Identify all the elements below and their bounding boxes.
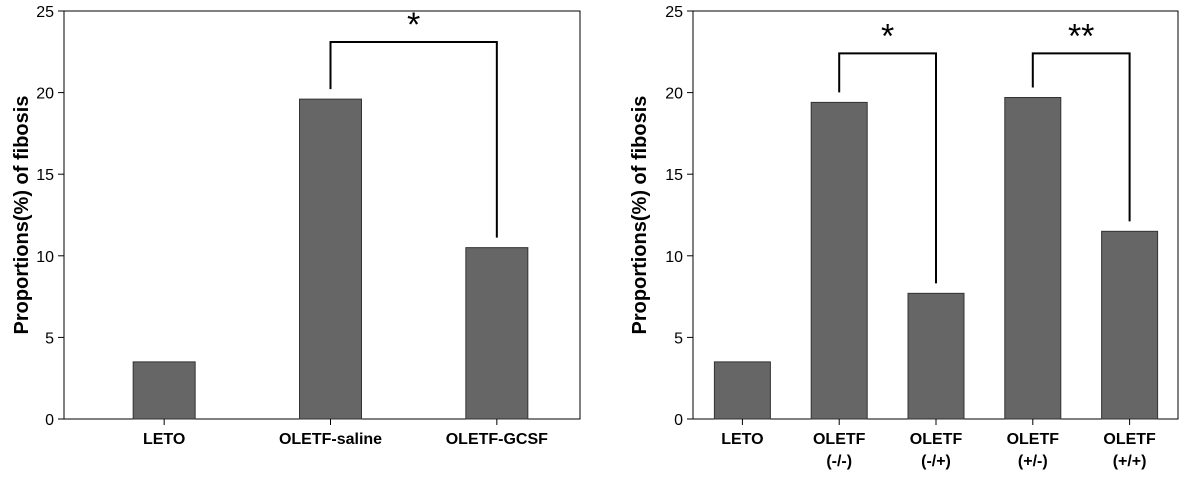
category-label: OLETF — [1007, 431, 1060, 448]
y-tick-label: 25 — [36, 4, 54, 21]
category-label: LETO — [721, 431, 763, 448]
category-label: OLETF-GCSF — [446, 431, 548, 448]
y-tick-label: 0 — [45, 412, 54, 429]
significance-bracket — [1031, 52, 1131, 222]
y-tick-label: 15 — [665, 167, 683, 184]
chart-2: 0 5 10 15 20 25 Proportions(%) of fibosis LETO O… — [629, 4, 1179, 470]
y-axis-label: Proportions(%) of fibosis — [629, 96, 651, 335]
category-label: (+/+) — [1113, 453, 1147, 470]
y-tick-label: 5 — [45, 330, 54, 347]
category-label: OLETF-saline — [279, 431, 382, 448]
y-tick-label: 25 — [665, 4, 683, 21]
category-label: LETO — [143, 431, 185, 448]
category-label: (+/-) — [1018, 453, 1048, 470]
significance-label: * — [407, 6, 420, 44]
bar — [1101, 230, 1159, 420]
y-tick-label: 5 — [674, 330, 683, 347]
y-tick-label: 0 — [674, 412, 683, 429]
y-tick-label: 20 — [665, 86, 683, 103]
category-label: (-/+) — [921, 453, 951, 470]
category-label: OLETF — [1103, 431, 1156, 448]
chart-1: 0 5 10 15 20 25 Proportions(%) of fibosis LETO O… — [11, 4, 581, 448]
significance-label: ** — [1068, 17, 1094, 55]
y-axis-label: Proportions(%) of fibosis — [11, 96, 33, 335]
bar — [810, 101, 868, 420]
bar — [1004, 96, 1062, 420]
significance-bracket — [838, 52, 937, 284]
bar — [465, 247, 529, 420]
category-label: OLETF — [910, 431, 963, 448]
category-label: OLETF — [813, 431, 866, 448]
significance-label: * — [881, 17, 894, 55]
bar — [299, 98, 362, 420]
y-tick-label: 10 — [36, 249, 54, 266]
bar — [713, 361, 771, 420]
bar — [907, 292, 965, 420]
y-tick-label: 15 — [36, 167, 54, 184]
bar — [132, 361, 196, 420]
y-tick-label: 20 — [36, 86, 54, 103]
y-tick-label: 10 — [665, 249, 683, 266]
significance-bracket — [329, 41, 498, 238]
category-label: (-/-) — [826, 453, 852, 470]
